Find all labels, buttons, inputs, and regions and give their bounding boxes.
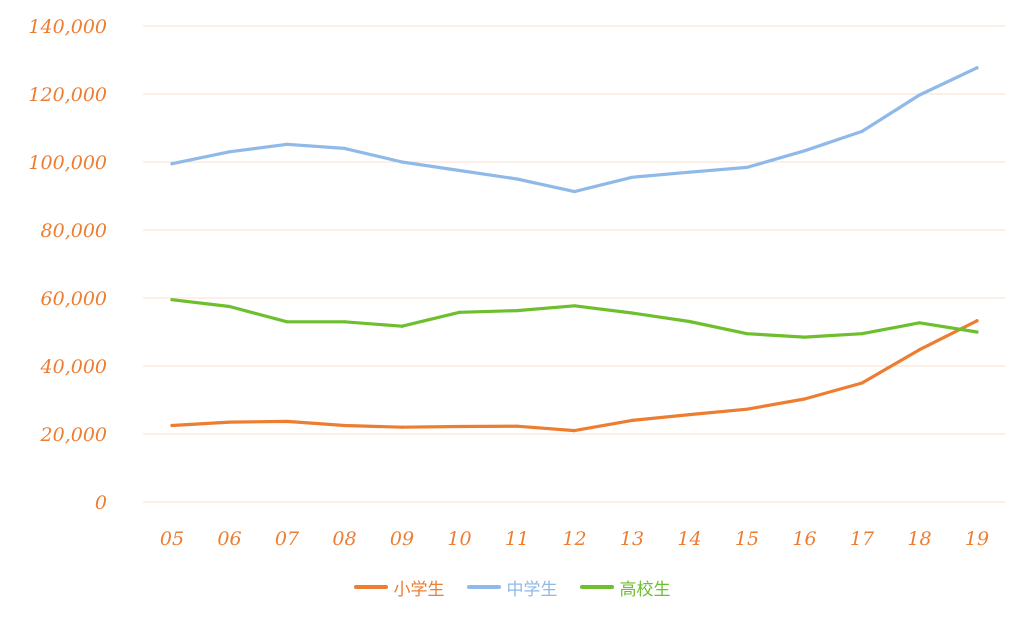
chart-plot: 0 20,000 40,000 60,000 80,000 100,000 120,000 1… (28, 16, 1005, 550)
data-point-series-1 (802, 397, 807, 401)
x-tick-label: 07 (275, 528, 300, 550)
x-tick-label: 10 (447, 528, 471, 550)
data-point-series-2 (342, 146, 347, 150)
x-tick-label: 05 (160, 528, 184, 550)
x-tick-label: 11 (505, 528, 529, 550)
data-point-series-2 (860, 129, 864, 133)
data-point-series-3 (400, 324, 404, 328)
data-point-series-3 (170, 298, 174, 302)
y-tick-label: 140,000 (28, 16, 107, 38)
data-point-series-2 (285, 142, 289, 146)
data-point-series-3 (630, 311, 634, 315)
x-tick-label: 09 (390, 528, 414, 550)
y-tick-label: 20,000 (40, 424, 107, 446)
data-point-series-3 (802, 335, 807, 339)
data-point-series-2 (227, 150, 232, 154)
data-point-series-1 (342, 423, 347, 428)
data-point-series-1 (572, 429, 577, 433)
data-point-series-2 (687, 170, 692, 174)
x-tick-label: 08 (332, 528, 356, 550)
legend: 小学生 中学生 高校生 (0, 572, 1024, 602)
data-point-series-3 (917, 321, 922, 325)
data-point-series-1 (400, 425, 404, 429)
x-tick-label: 17 (850, 528, 875, 550)
legend-swatch (466, 585, 501, 589)
legend-item: 小学生 (353, 575, 445, 600)
data-point-series-3 (285, 320, 289, 324)
x-tick-label: 15 (735, 528, 759, 550)
data-point-series-3 (457, 310, 462, 314)
legend-label: 小学生 (393, 579, 445, 600)
data-point-series-2 (630, 175, 634, 179)
data-point-series-3 (745, 332, 749, 336)
data-point-series-3 (572, 304, 577, 308)
data-point-series-2 (917, 93, 922, 97)
x-tick-label: 14 (677, 528, 701, 550)
data-point-series-1 (170, 423, 174, 428)
data-point-series-1 (687, 413, 692, 417)
data-point-series-2 (170, 162, 174, 166)
data-point-series-3 (227, 304, 232, 309)
data-point-series-1 (285, 419, 289, 424)
data-point-series-3 (860, 332, 864, 336)
legend-item: 高校生 (579, 575, 671, 600)
x-tick-label: 12 (562, 528, 586, 550)
data-point-series-3 (342, 320, 347, 324)
data-point-series-1 (515, 424, 519, 428)
data-point-series-1 (457, 424, 462, 429)
legend-label: 中学生 (506, 579, 558, 600)
data-point-series-2 (802, 149, 807, 153)
data-point-series-3 (515, 308, 519, 313)
data-point-series-1 (745, 407, 749, 411)
data-point-series-2 (457, 168, 462, 173)
data-point-series-2 (745, 165, 749, 170)
data-point-series-2 (400, 160, 404, 164)
data-point-series-3 (975, 330, 979, 334)
x-tick-label: 19 (965, 528, 989, 550)
x-tick-label: 16 (792, 528, 816, 550)
data-point-series-2 (975, 66, 979, 70)
data-point-series-1 (860, 381, 864, 385)
x-tick-label: 06 (217, 528, 241, 550)
legend-label: 高校生 (619, 579, 671, 600)
y-tick-label: 80,000 (41, 220, 107, 242)
data-point-series-1 (975, 319, 979, 323)
legend-swatch (579, 585, 614, 589)
series-line-1 (170, 319, 979, 433)
legend-item: 中学生 (466, 575, 558, 600)
y-tick-label: 100,000 (28, 152, 107, 174)
y-tick-label: 120,000 (28, 84, 107, 106)
legend-swatch (353, 585, 388, 589)
y-tick-label: 0 (95, 492, 107, 514)
data-point-series-1 (630, 418, 634, 422)
data-point-series-1 (227, 420, 232, 424)
y-tick-label: 40,000 (40, 356, 107, 378)
data-point-series-1 (917, 348, 922, 352)
x-tick-label: 13 (620, 528, 644, 550)
y-tick-label: 60,000 (41, 288, 107, 310)
data-point-series-3 (687, 319, 692, 324)
data-point-series-2 (572, 189, 577, 194)
x-tick-label: 18 (907, 528, 931, 550)
data-point-series-2 (515, 177, 519, 181)
series-line-2 (170, 66, 979, 194)
